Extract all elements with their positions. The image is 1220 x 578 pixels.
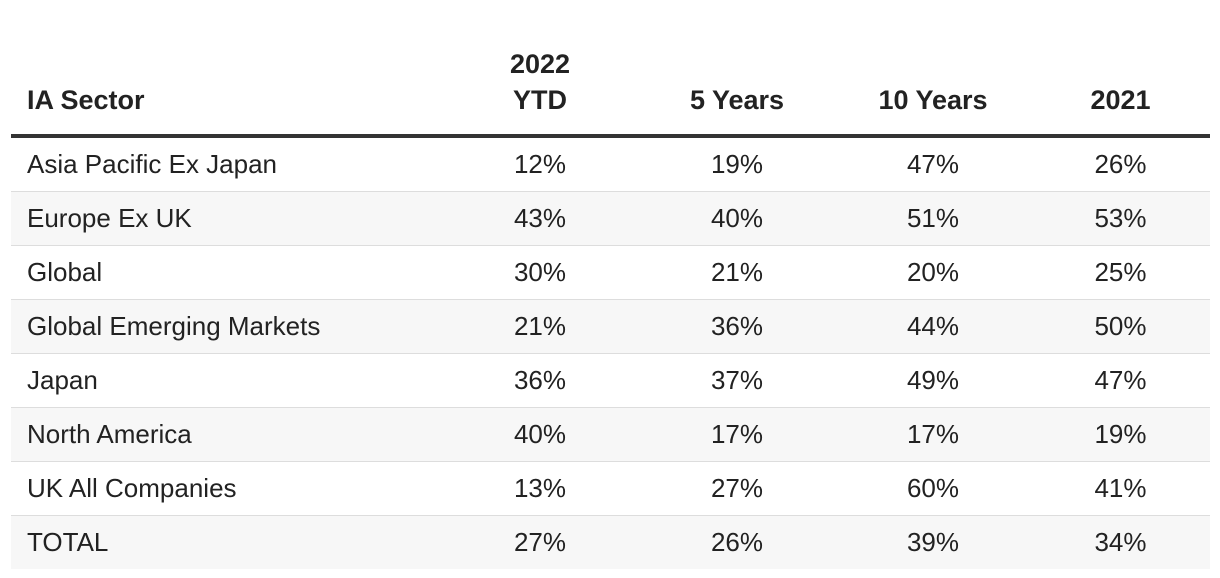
sector-cell: Asia Pacific Ex Japan	[11, 136, 441, 192]
ytd-2022-cell: 40%	[441, 407, 639, 462]
ytd-2022-cell: 13%	[441, 461, 639, 516]
column-header-10-years: 10 Years	[835, 40, 1031, 138]
table-row: Global 30% 21% 20% 25%	[11, 245, 1210, 300]
sector-cell: Global	[11, 245, 441, 300]
sector-cell: North America	[11, 407, 441, 462]
five-years-cell: 19%	[639, 136, 835, 192]
five-years-cell: 21%	[639, 245, 835, 300]
table-row: Asia Pacific Ex Japan 12% 19% 47% 26%	[11, 136, 1210, 192]
sector-cell: Global Emerging Markets	[11, 299, 441, 354]
ytd-2022-cell: 27%	[441, 515, 639, 569]
ytd-2022-cell: 21%	[441, 299, 639, 354]
ten-years-cell: 60%	[835, 461, 1031, 516]
year-2021-cell: 34%	[1031, 515, 1210, 569]
column-header-2022-ytd-label: 2022 YTD	[509, 49, 571, 115]
five-years-cell: 40%	[639, 191, 835, 246]
year-2021-cell: 19%	[1031, 407, 1210, 462]
year-2021-cell: 53%	[1031, 191, 1210, 246]
table-row: Europe Ex UK 43% 40% 51% 53%	[11, 191, 1210, 246]
five-years-cell: 27%	[639, 461, 835, 516]
five-years-cell: 17%	[639, 407, 835, 462]
ten-years-cell: 39%	[835, 515, 1031, 569]
five-years-cell: 26%	[639, 515, 835, 569]
year-2021-cell: 25%	[1031, 245, 1210, 300]
ten-years-cell: 44%	[835, 299, 1031, 354]
ten-years-cell: 51%	[835, 191, 1031, 246]
year-2021-cell: 41%	[1031, 461, 1210, 516]
sector-cell: Japan	[11, 353, 441, 408]
ten-years-cell: 47%	[835, 136, 1031, 192]
ten-years-cell: 20%	[835, 245, 1031, 300]
ytd-2022-cell: 30%	[441, 245, 639, 300]
ten-years-cell: 17%	[835, 407, 1031, 462]
table-row-total: TOTAL 27% 26% 39% 34%	[11, 515, 1210, 569]
table-row: UK All Companies 13% 27% 60% 41%	[11, 461, 1210, 516]
sector-cell: Europe Ex UK	[11, 191, 441, 246]
year-2021-cell: 50%	[1031, 299, 1210, 354]
table-row: Japan 36% 37% 49% 47%	[11, 353, 1210, 408]
year-2021-cell: 26%	[1031, 136, 1210, 192]
column-header-ia-sector: IA Sector	[11, 40, 441, 138]
five-years-cell: 37%	[639, 353, 835, 408]
sector-cell: TOTAL	[11, 515, 441, 569]
sector-cell: UK All Companies	[11, 461, 441, 516]
ytd-2022-cell: 43%	[441, 191, 639, 246]
year-2021-cell: 47%	[1031, 353, 1210, 408]
sector-table-container: IA Sector 2022 YTD 5 Years 10 Years 2021 …	[11, 40, 1210, 569]
ytd-2022-cell: 12%	[441, 136, 639, 192]
five-years-cell: 36%	[639, 299, 835, 354]
table-row: North America 40% 17% 17% 19%	[11, 407, 1210, 462]
column-header-5-years: 5 Years	[639, 40, 835, 138]
ten-years-cell: 49%	[835, 353, 1031, 408]
ytd-2022-cell: 36%	[441, 353, 639, 408]
column-header-2022-ytd: 2022 YTD	[441, 40, 639, 138]
table-row: Global Emerging Markets 21% 36% 44% 50%	[11, 299, 1210, 354]
table-body: Asia Pacific Ex Japan 12% 19% 47% 26% Eu…	[11, 136, 1210, 569]
sector-performance-table: IA Sector 2022 YTD 5 Years 10 Years 2021 …	[11, 40, 1210, 569]
table-header-row: IA Sector 2022 YTD 5 Years 10 Years 2021	[11, 40, 1210, 138]
column-header-2021: 2021	[1031, 40, 1210, 138]
